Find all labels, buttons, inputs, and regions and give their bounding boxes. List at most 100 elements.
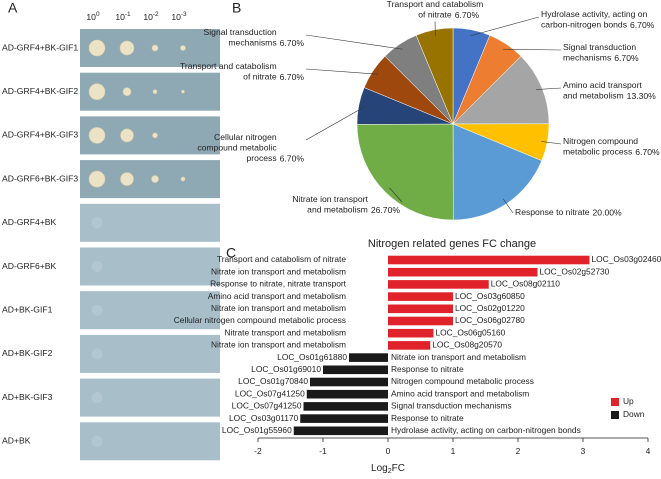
gene-id: LOC_Os03g60850 bbox=[455, 291, 525, 301]
gene-function: Nitrate ion transport and metabolism bbox=[211, 340, 346, 350]
x-tick-label: -2 bbox=[254, 446, 262, 456]
leader-line bbox=[502, 198, 514, 214]
gene-id: LOC_Os06g05160 bbox=[436, 327, 506, 337]
colony bbox=[91, 348, 103, 360]
leader-line bbox=[541, 141, 562, 145]
slice-value: 6.70% bbox=[630, 20, 655, 30]
legend-swatch bbox=[611, 398, 619, 406]
slice-value: 13.30% bbox=[627, 91, 657, 101]
dilution-header: 10-2 bbox=[143, 11, 159, 23]
gene-function: Amino acid transport and metabolism bbox=[208, 291, 346, 301]
dilution-base: 10 bbox=[143, 12, 153, 22]
gene-id: LOC_Os07g41250 bbox=[232, 401, 302, 411]
leader-line bbox=[470, 16, 540, 37]
slice-label: Response to nitrate bbox=[515, 207, 590, 217]
bar bbox=[388, 255, 590, 265]
colony bbox=[180, 176, 186, 182]
colony bbox=[120, 172, 134, 186]
colony bbox=[91, 435, 103, 447]
bar bbox=[300, 414, 388, 423]
plate-strip bbox=[80, 378, 220, 417]
gene-function: Cellular nitrogen compound metabolic pro… bbox=[174, 315, 346, 325]
strain-label: AD-GRF4+BK bbox=[2, 217, 56, 227]
x-axis-label-sub: 2 bbox=[388, 468, 392, 475]
colony bbox=[122, 87, 132, 96]
bar bbox=[293, 426, 388, 436]
plate-strip bbox=[80, 422, 220, 461]
slice-value: 6.70% bbox=[280, 153, 305, 163]
dilution-exponent: -3 bbox=[181, 11, 187, 18]
leader-line bbox=[305, 34, 403, 50]
slice-value: 6.70% bbox=[280, 72, 305, 82]
dilution-base: 10 bbox=[86, 12, 96, 22]
gene-id: LOC_Os02g52730 bbox=[540, 266, 610, 276]
gene-id: LOC_Os02g01220 bbox=[455, 303, 525, 313]
leader-line bbox=[305, 106, 365, 141]
dilution-exponent: -1 bbox=[125, 11, 131, 18]
bar bbox=[388, 292, 453, 301]
x-axis-label-text: Log bbox=[371, 463, 388, 474]
legend-label: Up bbox=[623, 396, 634, 406]
slice-label: Hydrolase activity, acting on carbon-nitr… bbox=[541, 9, 648, 30]
slice-label-line: Nitrogen compound bbox=[563, 136, 638, 146]
legend-swatch bbox=[611, 411, 619, 419]
colony bbox=[119, 40, 135, 56]
strain-label: AD+BK-GIF3 bbox=[2, 392, 53, 402]
slice-label-line: metabolic process bbox=[563, 147, 632, 157]
colony bbox=[88, 83, 106, 100]
slice-label-line: compound metabolic bbox=[197, 143, 277, 153]
colony bbox=[152, 89, 158, 94]
gene-id: LOC_Os01g69010 bbox=[251, 364, 321, 374]
bar bbox=[388, 316, 453, 326]
slice-label-line: mechanisms bbox=[228, 38, 276, 48]
colony bbox=[151, 44, 159, 52]
leader-line bbox=[536, 87, 562, 90]
bar bbox=[310, 377, 388, 387]
gene-function: Response to nitrate bbox=[391, 413, 464, 423]
chart-title: Nitrogen related genes FC change bbox=[368, 238, 536, 250]
slice-label-line: Response to nitrate bbox=[515, 207, 590, 217]
bar bbox=[388, 328, 434, 338]
pie-slice bbox=[452, 55, 550, 125]
bar bbox=[323, 365, 388, 375]
gene-function: Transport and catabolism of nitrate bbox=[217, 254, 346, 264]
colony bbox=[88, 39, 106, 57]
gene-function: Nitrate ion transport and metabolism bbox=[391, 352, 526, 362]
slice-label: Cellular nitrogen compound metabolic proce… bbox=[197, 132, 277, 163]
gene-function: Nitrate ion transport and metabolism bbox=[211, 303, 346, 313]
panel-label: A bbox=[8, 0, 18, 16]
strain-label: AD+BK-GIF1 bbox=[2, 304, 53, 314]
bar bbox=[306, 389, 388, 399]
strain-label: AD-GRF4+BK-GIF1 bbox=[2, 42, 78, 52]
bar bbox=[388, 341, 431, 350]
colony bbox=[181, 89, 185, 94]
slice-label-line: Signal transduction bbox=[563, 42, 636, 52]
slice-label-line: mechanisms bbox=[563, 53, 611, 63]
slice-label: Nitrate ion transport and metabolism bbox=[292, 194, 368, 215]
slice-label-line: Amino acid transport bbox=[563, 80, 642, 90]
colony bbox=[180, 45, 186, 51]
bar bbox=[388, 267, 538, 277]
gene-function: Nitrate ion transport and metabolism bbox=[211, 266, 346, 276]
bar bbox=[303, 402, 388, 411]
plate-strip bbox=[80, 203, 220, 242]
x-axis-label: Log2FC bbox=[371, 463, 405, 475]
dilution-base: 10 bbox=[115, 12, 125, 22]
gene-id: LOC_Os01g55960 bbox=[222, 425, 292, 435]
pie-slice bbox=[415, 27, 454, 125]
plate-strip bbox=[80, 247, 220, 286]
dilution-header: 10-3 bbox=[171, 11, 187, 23]
slice-value: 6.70% bbox=[614, 53, 639, 63]
leader-line bbox=[389, 187, 403, 203]
gene-function: Nitrate transport and metabolism bbox=[225, 327, 347, 337]
colony bbox=[152, 132, 158, 139]
slice-label: Transport and catabolism of nitrate bbox=[387, 0, 484, 20]
leader-line bbox=[503, 48, 562, 51]
gene-id: LOC_Os07g41250 bbox=[235, 388, 305, 398]
colony bbox=[91, 261, 103, 272]
bar bbox=[388, 280, 489, 289]
strain-label: AD-GRF4+BK-GIF3 bbox=[2, 130, 78, 140]
gene-function: Hydrolase activity, acting on carbon-nit… bbox=[391, 425, 581, 435]
colony bbox=[120, 128, 134, 143]
